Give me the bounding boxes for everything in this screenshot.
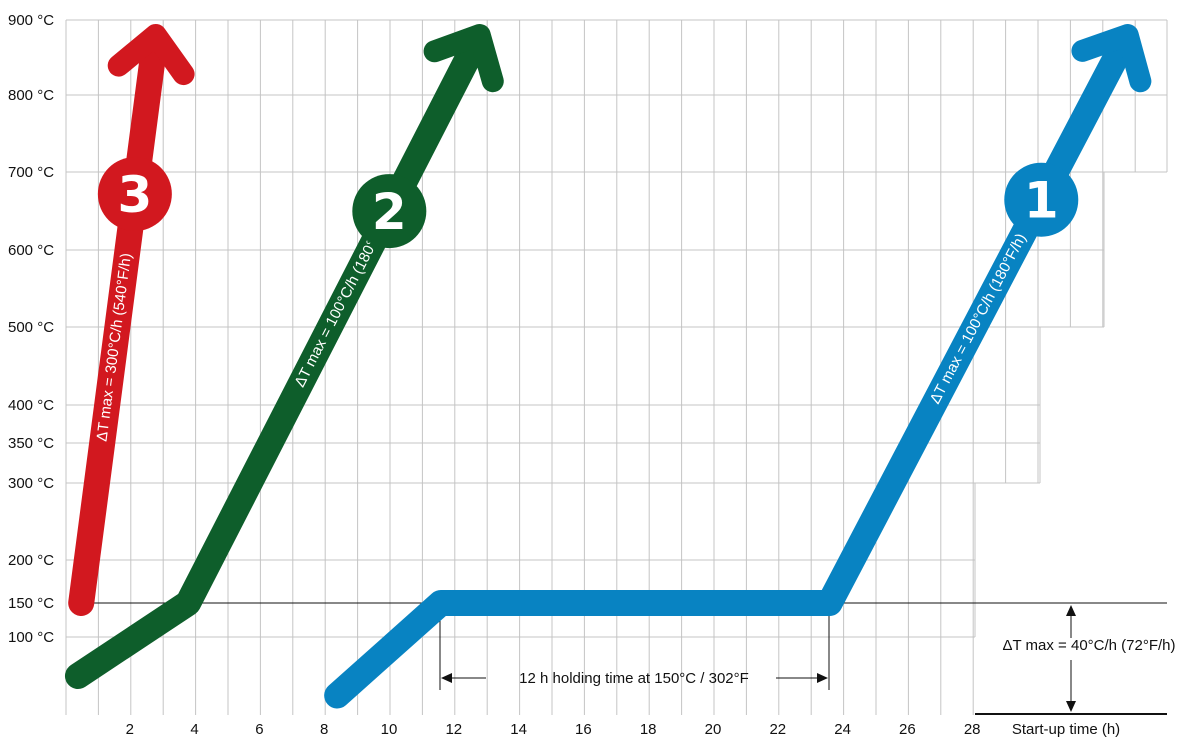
- series-3-badge: [97, 157, 172, 232]
- y-tick-label: 100 °C: [8, 629, 54, 646]
- y-tick-label: 350 °C: [8, 435, 54, 452]
- y-tick-label: 150 °C: [8, 595, 54, 612]
- holding-arrow-right-head: [817, 673, 828, 683]
- series-2-badge: [352, 174, 427, 249]
- y-axis-labels: 100 °C 150 °C 200 °C 300 °C 350 °C 400 °C 500 …: [8, 12, 54, 646]
- series-1-rate-label: ΔT max = 100°C/h (180°F/h): [927, 231, 1030, 407]
- series-3-line: [68, 31, 168, 616]
- x-tick-label: 10: [381, 721, 398, 738]
- series-2-arrowhead: [423, 24, 504, 93]
- x-axis-labels: 2 4 6 8 10 12 14 16 18 20 22 24 26 28: [126, 721, 981, 738]
- holding-time-label: 12 h holding time at 150°C / 302°F: [519, 670, 749, 687]
- y-tick-label: 900 °C: [8, 12, 54, 29]
- y-tick-label: 500 °C: [8, 319, 54, 336]
- x-tick-label: 12: [445, 721, 462, 738]
- y-tick-label: 400 °C: [8, 397, 54, 414]
- series-3-arrowhead: [107, 24, 195, 86]
- series-lines: ΔT max = 300°C/h (540°F/h) ΔT max = 100°C…: [64, 24, 1152, 709]
- series-1-badge: [1004, 162, 1079, 237]
- series-2-badge-number: 2: [372, 183, 407, 241]
- series-1-arrowhead: [1071, 24, 1152, 93]
- y-tick-label: 700 °C: [8, 164, 54, 181]
- annotations: 12 h holding time at 150°C / 302°F ΔT ma…: [519, 637, 1175, 738]
- series-badges: 3 2 1: [97, 157, 1079, 249]
- y-tick-label: 600 °C: [8, 242, 54, 259]
- x-tick-label: 2: [126, 721, 134, 738]
- rate-arrow-up-head: [1066, 605, 1076, 616]
- series-3-badge-number: 3: [117, 166, 152, 224]
- x-tick-label: 28: [964, 721, 981, 738]
- x-tick-label: 18: [640, 721, 657, 738]
- y-tick-label: 200 °C: [8, 552, 54, 569]
- series-1-badge-number: 1: [1024, 172, 1059, 230]
- x-tick-label: 4: [190, 721, 198, 738]
- holding-arrow-left-head: [441, 673, 452, 683]
- x-tick-label: 20: [705, 721, 722, 738]
- y-tick-label: 300 °C: [8, 475, 54, 492]
- x-tick-label: 14: [510, 721, 527, 738]
- series-1-line: [324, 30, 1137, 709]
- rate-arrow-down-head: [1066, 701, 1076, 712]
- x-tick-label: 8: [320, 721, 328, 738]
- x-tick-label: 22: [769, 721, 786, 738]
- reference-lines: [70, 602, 1167, 715]
- x-axis-title: Start-up time (h): [1012, 721, 1120, 738]
- x-tick-label: 26: [899, 721, 916, 738]
- x-tick-label: 6: [255, 721, 263, 738]
- startup-rate-label: ΔT max = 40°C/h (72°F/h): [1002, 637, 1175, 654]
- x-tick-label: 24: [834, 721, 851, 738]
- x-tick-label: 16: [575, 721, 592, 738]
- y-tick-label: 800 °C: [8, 87, 54, 104]
